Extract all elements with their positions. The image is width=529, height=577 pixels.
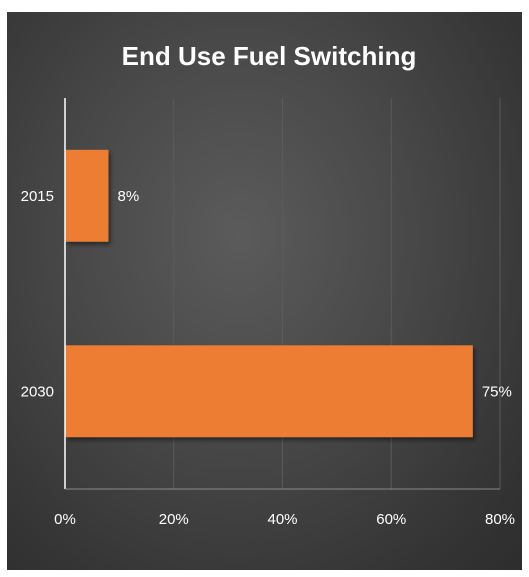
bar-2015 — [65, 149, 109, 242]
y-category-label: 2030 — [21, 383, 54, 400]
bar-chart: End Use Fuel Switching 0% 20% 40% 60% 80% 201… — [21, 41, 515, 528]
axes — [64, 98, 500, 490]
x-tick-label: 20% — [159, 511, 189, 528]
bars — [65, 149, 473, 438]
y-category-label: 2015 — [21, 188, 54, 205]
bar-2030 — [65, 345, 473, 438]
x-tick-label: 80% — [485, 511, 515, 528]
data-label: 8% — [118, 188, 140, 205]
x-tick-label: 40% — [267, 511, 297, 528]
labels: 0% 20% 40% 60% 80% 2015 8% 2030 75% — [21, 188, 515, 528]
x-tick-label: 60% — [376, 511, 406, 528]
chart-panel: End Use Fuel Switching 0% 20% 40% 60% 80% 201… — [7, 12, 522, 570]
x-tick-label: 0% — [54, 511, 76, 528]
data-label: 75% — [482, 383, 512, 400]
chart-title: End Use Fuel Switching — [122, 41, 417, 71]
